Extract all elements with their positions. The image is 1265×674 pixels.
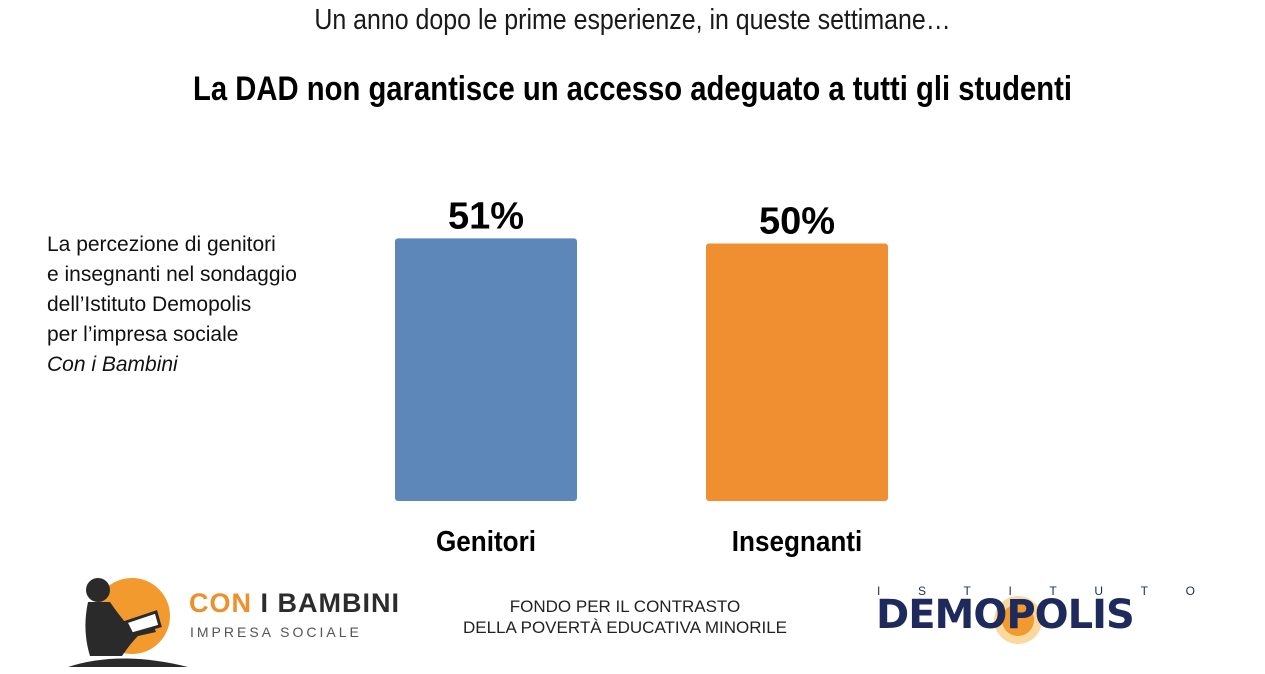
side-note-italic-line: Con i Bambini	[47, 353, 178, 376]
istituto-letter: I	[877, 584, 881, 598]
con-i-bambini-tagline: IMPRESA SOCIALE	[190, 624, 362, 640]
istituto-letter: T	[963, 584, 971, 598]
sun-icon	[994, 596, 1042, 644]
side-note-line: La percezione di genitori	[47, 233, 276, 256]
fund-description: FONDO PER IL CONTRASTO DELLA POVERTÀ EDU…	[420, 596, 830, 638]
istituto-letter: I	[1008, 584, 1012, 598]
fund-description-line: FONDO PER IL CONTRASTO	[509, 597, 741, 616]
side-note-line: e insegnanti nel sondaggio	[47, 263, 297, 286]
con-i-bambini-logo: CON I BAMBINI IMPRESA SOCIALE	[60, 570, 399, 670]
side-note-line: per l’impresa sociale	[47, 323, 239, 346]
con-i-bambini-name-orange: CON	[189, 588, 252, 618]
side-note-line: dell’Istituto Demopolis	[47, 293, 252, 316]
fund-description-line: DELLA POVERTÀ EDUCATIVA MINORILE	[462, 618, 788, 637]
istituto-demopolis-logo: I S T I T U T O DEMOPOLIS	[870, 584, 1200, 654]
con-i-bambini-name: CON I BAMBINI	[189, 588, 400, 619]
data-label: 51%	[448, 195, 524, 237]
category-label: Insegnanti	[732, 525, 862, 558]
istituto-letters: I S T I T U T O	[877, 584, 1195, 598]
con-i-bambini-name-dark: I BAMBINI	[260, 588, 401, 618]
istituto-letter: O	[1185, 584, 1195, 598]
bar-insegnanti	[706, 243, 888, 501]
bar-genitori	[395, 238, 577, 501]
chart-subtitle: Un anno dopo le prime esperienze, in que…	[314, 4, 951, 36]
chart-title: La DAD non garantisce un accesso adeguat…	[193, 70, 1072, 108]
istituto-letter: T	[1140, 584, 1148, 598]
side-note: La percezione di genitori e insegnanti n…	[47, 230, 367, 380]
istituto-letter: U	[1094, 584, 1104, 598]
istituto-letter: T	[1049, 584, 1057, 598]
category-label: Genitori	[436, 525, 536, 558]
istituto-letter: S	[917, 584, 926, 598]
demopolis-name: DEMOPOLIS	[876, 592, 1135, 638]
data-label: 50%	[759, 201, 835, 243]
child-reading-icon	[68, 578, 188, 667]
